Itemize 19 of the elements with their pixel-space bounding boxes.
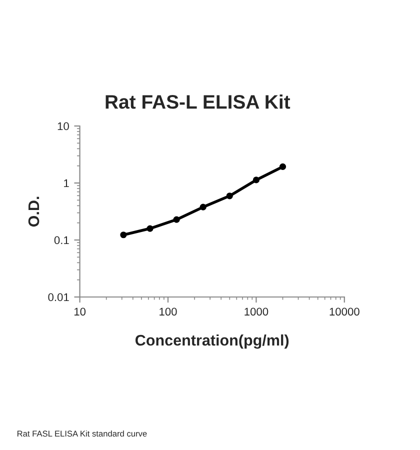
point [120,232,127,238]
point [173,216,180,223]
x-tick-label: 100 [160,308,177,316]
point [252,176,260,184]
y-tick-label: 10 [58,122,69,130]
x-tick-label: 10000 [330,308,360,316]
point [279,163,286,170]
y-axis-title: O.D. [28,196,40,227]
x-tick-label: 1000 [244,308,268,316]
text: Rat FASL ELISA Kit standard curve [17,430,147,437]
y-tick-label: 0.1 [54,236,69,244]
x-tick-label: 10 [74,308,86,316]
point [146,225,154,232]
point [200,204,206,210]
x-axis-title: Concentration(pg/ml) [136,334,289,349]
chart-title: Rat FAS-L ELISA Kit [106,94,290,109]
y-tick-label: 0.01 [48,293,69,302]
point [226,192,233,200]
y-tick-label: 1 [64,179,69,188]
